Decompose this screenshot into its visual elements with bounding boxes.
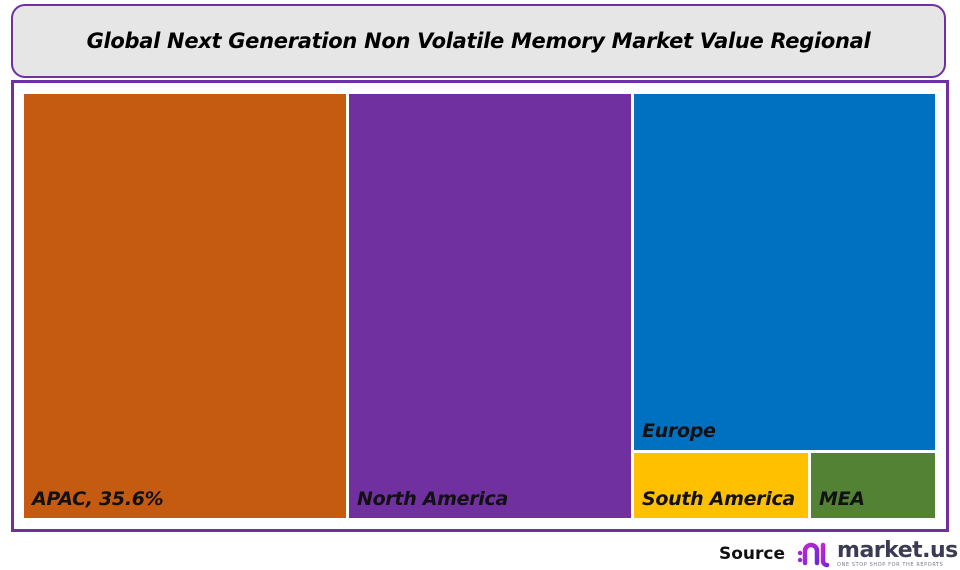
tile-mea[interactable]: MEA — [811, 453, 935, 518]
source-label: Source — [719, 544, 786, 564]
tile-label-south-america: South America — [642, 488, 795, 510]
tile-label-mea: MEA — [819, 488, 865, 510]
market-us-logo[interactable]: market.us ONE STOP SHOP FOR THE REPORTS — [797, 539, 958, 569]
tile-label-apac: APAC, 35.6% — [32, 488, 164, 510]
tile-south-america[interactable]: South America — [634, 453, 808, 518]
logo-name: market.us — [837, 537, 958, 563]
logo-tagline: ONE STOP SHOP FOR THE REPORTS — [837, 561, 944, 568]
chart-title-box: Global Next Generation Non Volatile Memo… — [11, 4, 946, 78]
tile-apac[interactable]: APAC, 35.6% — [24, 94, 346, 518]
treemap-frame: APAC, 35.6% North America Europe South A… — [11, 80, 949, 532]
market-us-logo-icon — [797, 542, 833, 568]
chart-title: Global Next Generation Non Volatile Memo… — [86, 29, 871, 53]
tile-label-north-america: North America — [357, 488, 509, 510]
tile-north-america[interactable]: North America — [349, 94, 631, 518]
tile-label-europe: Europe — [642, 420, 716, 442]
source-attribution: Source market.us ONE STOP SHOP FOR THE R… — [719, 539, 958, 569]
tile-europe[interactable]: Europe — [634, 94, 935, 450]
